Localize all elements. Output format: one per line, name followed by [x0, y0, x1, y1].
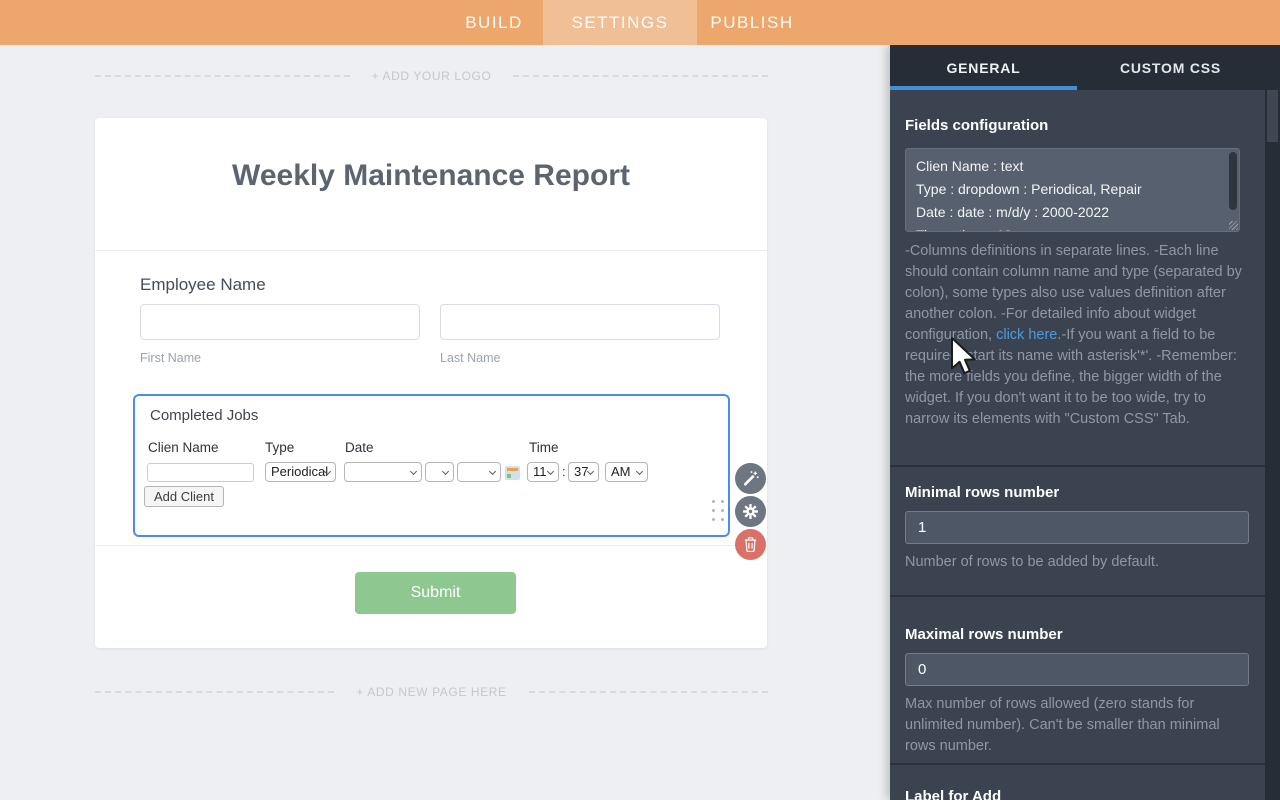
last-name-hint: Last Name [440, 351, 501, 365]
config-line: Type : dropdown : Periodical, Repair [916, 181, 1142, 197]
time-hour-select[interactable]: 11 [527, 462, 559, 482]
dashed-line [95, 75, 350, 77]
panel-divider [890, 763, 1265, 765]
magic-wand-icon [743, 471, 759, 486]
first-name-input[interactable] [140, 304, 420, 340]
fields-configuration-help: -Columns definitions in separate lines. … [905, 241, 1250, 430]
chevron-down-icon [635, 467, 644, 476]
panel-divider [890, 595, 1265, 597]
widget-drag-handle[interactable] [712, 500, 727, 527]
calendar-picker-icon[interactable] [505, 466, 520, 480]
time-hour-value: 11 [533, 464, 547, 479]
maximal-rows-help: Max number of rows allowed (zero stands … [905, 696, 1220, 754]
panel-scrollbar[interactable] [1265, 90, 1280, 800]
date-year-select[interactable] [457, 462, 501, 482]
employee-name-label[interactable]: Employee Name [140, 275, 266, 294]
chevron-down-icon [546, 467, 555, 476]
minimal-rows-label: Minimal rows number [905, 484, 1060, 501]
add-logo-label: + ADD YOUR LOGO [371, 69, 492, 83]
form-title[interactable]: Weekly Maintenance Report [232, 159, 630, 192]
textarea-scrollbar-thumb[interactable] [1229, 152, 1237, 210]
chevron-down-icon [488, 467, 497, 476]
time-minute-value: 37 [574, 464, 589, 479]
date-day-select[interactable] [425, 462, 454, 482]
top-navigation-bar: BUILD SETTINGS PUBLISH [0, 0, 1280, 45]
label-for-add-label: Label for Add [905, 788, 1002, 800]
chevron-down-icon [441, 467, 450, 476]
time-ampm-select[interactable]: AM [605, 462, 648, 482]
form-preview-card: Weekly Maintenance Report Employee Name … [95, 118, 767, 648]
section-divider [95, 545, 767, 546]
trash-icon [744, 537, 757, 553]
first-name-hint: First Name [140, 351, 202, 365]
col-label-time: Time [529, 440, 559, 455]
top-tabs: BUILD SETTINGS PUBLISH [445, 0, 807, 45]
help-text-after: .-If you want a field to be required, st… [905, 327, 1237, 427]
last-name-input[interactable] [440, 304, 720, 340]
type-select-value: Periodical [271, 464, 329, 479]
completed-jobs-widget[interactable]: Completed Jobs Clien Name Type Date Time… [133, 394, 730, 537]
panel-scrollbar-thumb[interactable] [1267, 90, 1278, 142]
widget-delete-button[interactable] [735, 529, 766, 560]
calendar-icon-bar [507, 468, 518, 471]
widget-settings-button[interactable] [735, 496, 766, 527]
panel-tab-general[interactable]: GENERAL [946, 59, 1021, 76]
time-separator: : [562, 464, 566, 479]
client-name-input[interactable] [147, 463, 254, 482]
type-select[interactable]: Periodical [265, 462, 336, 482]
submit-button[interactable]: Submit [355, 572, 516, 614]
calendar-icon-dot [507, 474, 511, 478]
dashed-line [95, 691, 335, 693]
panel-tab-custom-css[interactable]: CUSTOM CSS [1119, 59, 1222, 76]
fields-configuration-textarea[interactable]: Clien Name : text Type : dropdown : Peri… [905, 148, 1240, 232]
form-canvas: + ADD YOUR LOGO Weekly Maintenance Repor… [0, 45, 890, 800]
tab-settings[interactable]: SETTINGS [543, 0, 697, 45]
config-line: Time : time : 10 : now [906, 224, 1239, 231]
gear-icon [743, 504, 758, 519]
maximal-rows-label: Maximal rows number [905, 626, 1063, 643]
minimal-rows-help: Number of rows to be added by default. [905, 554, 1159, 570]
completed-jobs-label: Completed Jobs [150, 407, 259, 424]
col-label-client-name: Clien Name [148, 440, 219, 455]
maximal-rows-input[interactable] [905, 653, 1249, 686]
add-logo-zone[interactable]: + ADD YOUR LOGO [95, 69, 768, 83]
add-new-page-label: + ADD NEW PAGE HERE [356, 685, 507, 699]
widget-magic-wand-button[interactable] [735, 463, 766, 494]
config-line: Clien Name : text [916, 158, 1024, 174]
settings-panel: GENERAL CUSTOM CSS Fields configuration … [890, 45, 1280, 800]
date-month-select[interactable] [344, 462, 422, 482]
add-new-page-zone[interactable]: + ADD NEW PAGE HERE [95, 685, 768, 699]
time-minute-select[interactable]: 37 [568, 462, 599, 482]
col-label-date: Date [345, 440, 374, 455]
tab-publish[interactable]: PUBLISH [710, 12, 794, 32]
add-client-button[interactable]: Add Client [144, 486, 224, 507]
click-here-link[interactable]: click here [996, 327, 1058, 343]
time-ampm-value: AM [611, 464, 631, 479]
panel-tab-bar: GENERAL CUSTOM CSS [890, 45, 1280, 90]
dashed-line [528, 691, 768, 693]
col-label-type: Type [265, 440, 295, 455]
tab-build[interactable]: BUILD [465, 12, 523, 32]
textarea-resize-grip[interactable] [1229, 221, 1238, 230]
dashed-line [513, 75, 768, 77]
fields-configuration-label: Fields configuration [905, 117, 1049, 134]
active-tab-underline [890, 86, 1077, 90]
panel-divider [890, 465, 1265, 467]
config-line: Date : date : m/d/y : 2000-2022 [916, 204, 1110, 220]
chevron-down-icon [409, 467, 418, 476]
minimal-rows-input[interactable] [905, 511, 1249, 544]
section-divider [95, 250, 767, 251]
